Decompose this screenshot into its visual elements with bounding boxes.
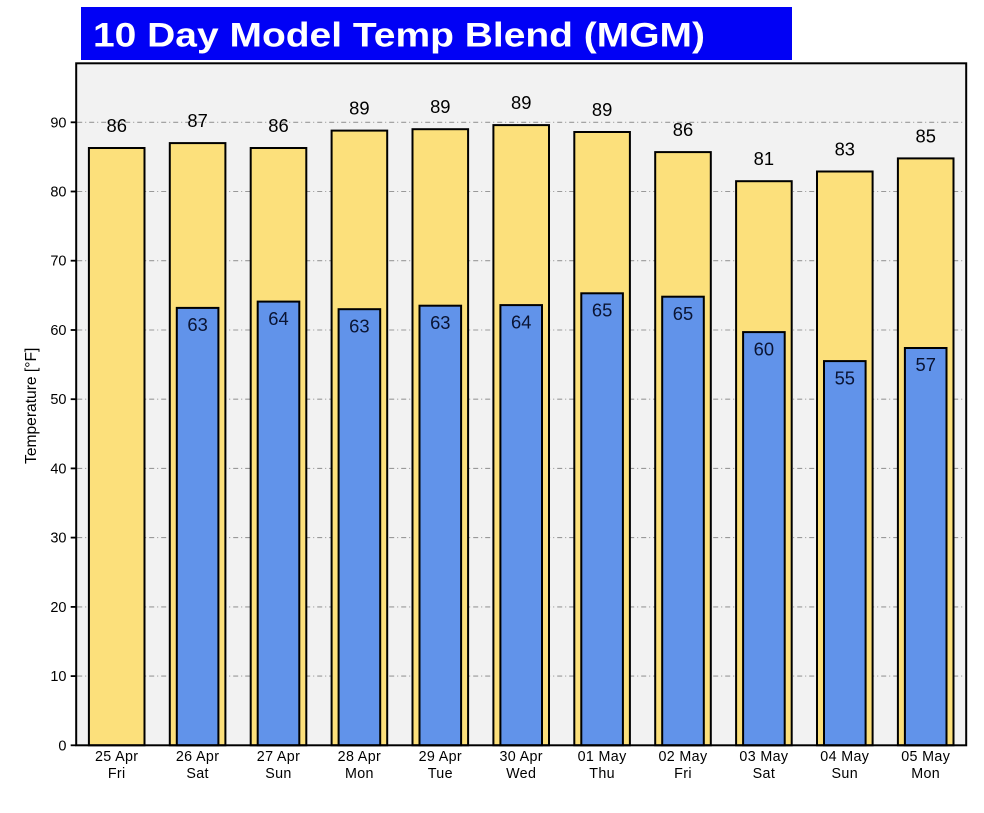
svg-text:Fri: Fri [108, 766, 126, 782]
svg-text:Temperature [°F]: Temperature [°F] [23, 348, 40, 464]
svg-text:86: 86 [107, 116, 127, 136]
svg-text:28 Apr: 28 Apr [338, 749, 381, 765]
svg-text:Sun: Sun [832, 766, 859, 782]
svg-text:30: 30 [50, 531, 66, 547]
svg-text:80: 80 [50, 185, 66, 201]
svg-text:03 May: 03 May [739, 749, 788, 765]
svg-text:Sat: Sat [186, 766, 209, 782]
svg-text:60: 60 [50, 323, 66, 339]
svg-text:86: 86 [268, 116, 288, 136]
svg-text:27 Apr: 27 Apr [257, 749, 300, 765]
svg-text:Mon: Mon [911, 766, 940, 782]
svg-text:87: 87 [187, 111, 207, 131]
svg-text:65: 65 [592, 301, 612, 321]
svg-text:Tue: Tue [428, 766, 453, 782]
svg-text:25 Apr: 25 Apr [95, 749, 138, 765]
svg-text:65: 65 [673, 304, 693, 324]
svg-text:20: 20 [50, 600, 66, 616]
svg-text:63: 63 [430, 313, 450, 333]
svg-text:Mon: Mon [345, 766, 374, 782]
svg-text:29 Apr: 29 Apr [419, 749, 462, 765]
svg-text:Wed: Wed [506, 766, 536, 782]
svg-text:83: 83 [835, 140, 855, 160]
svg-text:10 Day Model Temp Blend (MGM): 10 Day Model Temp Blend (MGM) [93, 17, 705, 55]
svg-text:10: 10 [50, 669, 66, 685]
svg-text:Thu: Thu [589, 766, 615, 782]
svg-text:89: 89 [430, 97, 450, 117]
svg-text:89: 89 [349, 99, 369, 119]
svg-text:64: 64 [268, 309, 288, 329]
svg-text:Sun: Sun [265, 766, 292, 782]
svg-text:Sat: Sat [753, 766, 776, 782]
svg-text:Fri: Fri [674, 766, 692, 782]
svg-text:04 May: 04 May [820, 749, 869, 765]
svg-text:30 Apr: 30 Apr [499, 749, 542, 765]
svg-text:02 May: 02 May [659, 749, 708, 765]
svg-text:60: 60 [754, 339, 774, 359]
svg-text:57: 57 [916, 355, 936, 375]
svg-text:50: 50 [50, 392, 66, 408]
svg-text:0: 0 [58, 738, 66, 754]
svg-text:05 May: 05 May [901, 749, 950, 765]
svg-text:40: 40 [50, 461, 66, 477]
svg-text:55: 55 [835, 368, 855, 388]
svg-text:26 Apr: 26 Apr [176, 749, 219, 765]
svg-text:01 May: 01 May [578, 749, 627, 765]
svg-text:63: 63 [187, 315, 207, 335]
svg-text:89: 89 [511, 93, 531, 113]
svg-text:86: 86 [673, 120, 693, 140]
svg-text:90: 90 [50, 115, 66, 131]
svg-text:70: 70 [50, 254, 66, 270]
svg-text:85: 85 [916, 126, 936, 146]
svg-text:89: 89 [592, 100, 612, 120]
svg-text:63: 63 [349, 316, 369, 336]
svg-text:81: 81 [754, 149, 774, 169]
svg-text:64: 64 [511, 312, 531, 332]
